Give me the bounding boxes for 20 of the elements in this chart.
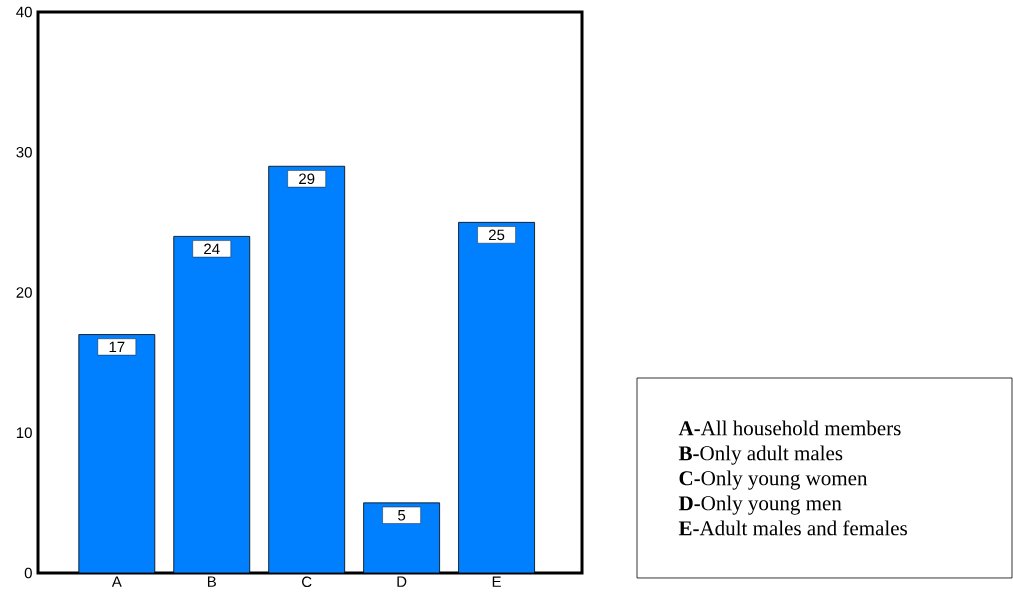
data-label: 5 (398, 510, 406, 521)
y-tick-label: 20 (16, 287, 32, 298)
x-tick-label: D (397, 576, 407, 587)
y-tick-label: 10 (16, 427, 32, 439)
text: C-Only young women (679, 470, 868, 490)
y-tick-label: 40 (16, 6, 32, 18)
data-label: 29 (299, 173, 315, 185)
text: A-All household members (678, 420, 901, 436)
y-tick-label: 0 (24, 567, 32, 579)
x-tick-label: B (207, 576, 216, 587)
x-tick-label: C (302, 576, 312, 588)
y-tick-label: 30 (16, 146, 32, 158)
text: B-Only adult males (678, 445, 843, 465)
x-tick-label: E (492, 576, 501, 587)
data-label: 24 (204, 243, 220, 255)
text: D-Only young men (678, 495, 842, 515)
text: E-Adult males and females (678, 520, 907, 536)
data-label: 25 (488, 229, 505, 241)
x-tick-label: A (111, 576, 122, 587)
data-label: 17 (109, 341, 125, 353)
